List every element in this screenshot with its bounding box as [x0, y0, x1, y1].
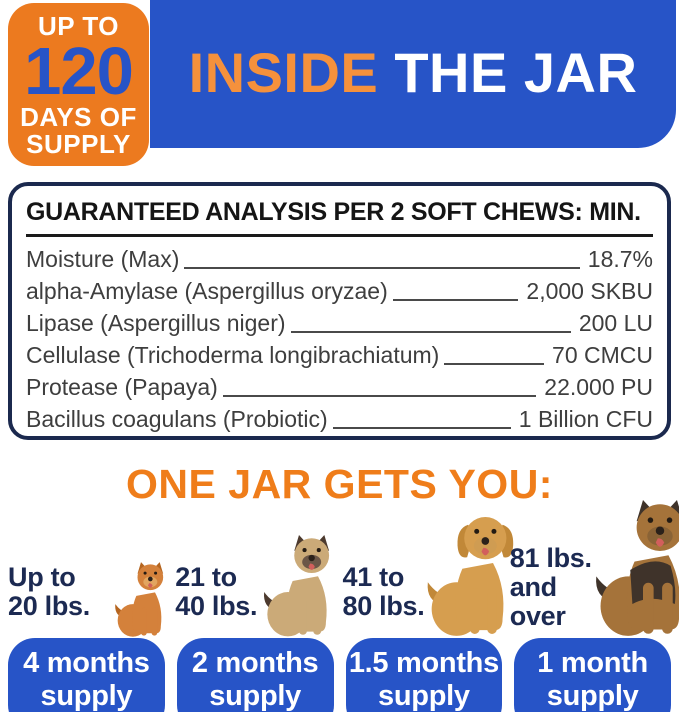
table-row: Cellulase (Trichoderma longibrachiatum) …	[26, 339, 653, 371]
analysis-heading: GUARANTEED ANALYSIS PER 2 SOFT CHEWS: MI…	[26, 198, 641, 226]
badge-supply: SUPPLY	[26, 128, 131, 159]
row-value: 200 LU	[578, 310, 653, 336]
badge-up-to: UP TO	[37, 10, 119, 41]
dotted-leader	[222, 395, 537, 397]
one-jar-heading: ONE JAR GETS YOU:	[126, 461, 553, 507]
badge-days-of: DAYS OF	[20, 101, 137, 132]
row-label: Lipase (Aspergillus niger)	[26, 310, 286, 336]
row-label: Cellulase (Trichoderma longibrachiatum)	[26, 342, 440, 368]
weight-label: Up to 20 lbs.	[8, 562, 90, 622]
table-row: Bacillus coagulans (Probiotic) 1 Billion…	[26, 403, 653, 435]
row-value: 1 Billion CFU	[518, 406, 653, 432]
supply-pill-2-months: 2 months supply	[176, 638, 334, 712]
weight-group-81-over: 81 lbs. and over	[510, 500, 671, 638]
weight-label: 41 to 80 lbs.	[342, 562, 425, 622]
table-row: Moisture (Max) 18.7%	[26, 243, 653, 275]
header-banner: INSIDE THE JAR	[150, 0, 676, 148]
table-row: Protease (Papaya) 22.000 PU	[26, 371, 653, 403]
dotted-leader	[392, 299, 519, 301]
heading-underline	[26, 234, 653, 237]
table-row: alpha-Amylase (Aspergillus oryzae) 2,000…	[26, 275, 653, 307]
weight-group-up-to-20: Up to 20 lbs.	[8, 500, 169, 638]
dotted-leader	[332, 427, 511, 429]
weight-group-21-40: 21 to 40 lbs.	[175, 500, 336, 638]
row-value: 70 CMCU	[552, 342, 653, 368]
table-row: Lipase (Aspergillus niger) 200 LU	[26, 307, 653, 339]
french-bulldog-icon	[261, 535, 337, 638]
dotted-leader	[290, 331, 571, 333]
page-title: INSIDE THE JAR	[189, 40, 638, 109]
row-label: Bacillus coagulans (Probiotic)	[26, 406, 328, 432]
supply-pill-1-5-months: 1.5 months supply	[345, 638, 503, 712]
dotted-leader	[444, 363, 545, 365]
analysis-rows: Moisture (Max) 18.7% alpha-Amylase (Aspe…	[26, 243, 653, 435]
supply-pill-4-months: 4 months supply	[8, 638, 165, 712]
row-label: alpha-Amylase (Aspergillus oryzae)	[26, 278, 388, 304]
supply-pills: 4 months supply 2 months supply 1.5 mont…	[8, 638, 671, 712]
row-label: Moisture (Max)	[26, 246, 180, 272]
supply-badge: UP TO 120 DAYS OF SUPPLY	[8, 3, 149, 166]
dotted-leader	[184, 267, 580, 269]
weight-label: 81 lbs. and over	[509, 543, 592, 632]
title-the-jar: THE JAR	[394, 40, 638, 104]
row-value: 2,000 SKBU	[526, 278, 653, 304]
weight-groups: Up to 20 lbs. 21 to 40 lbs. 41 to 80 lbs…	[8, 500, 671, 638]
pomeranian-dog-icon	[113, 562, 169, 638]
row-label: Protease (Papaya)	[26, 374, 218, 400]
row-value: 22.000 PU	[544, 374, 653, 400]
row-value: 18.7%	[587, 246, 653, 272]
golden-retriever-icon	[424, 513, 516, 638]
weight-label: 21 to 40 lbs.	[175, 562, 258, 622]
weight-group-41-80: 41 to 80 lbs.	[343, 500, 504, 638]
badge-120: 120	[24, 34, 134, 110]
supply-pill-1-month: 1 month supply	[514, 638, 671, 712]
guaranteed-analysis-box: GUARANTEED ANALYSIS PER 2 SOFT CHEWS: MI…	[8, 182, 671, 440]
german-shepherd-icon	[592, 500, 679, 638]
title-inside: INSIDE	[188, 40, 395, 104]
